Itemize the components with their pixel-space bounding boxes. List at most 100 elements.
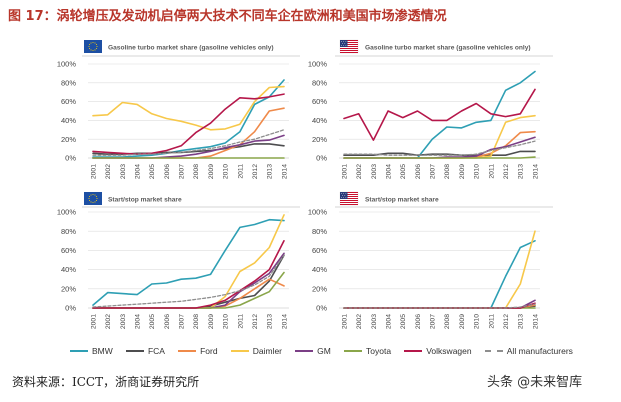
x-tick-label: 2004 bbox=[385, 314, 392, 329]
x-tick-label: 2006 bbox=[415, 314, 422, 329]
y-tick-label: 0% bbox=[316, 154, 327, 163]
y-tick-label: 80% bbox=[312, 227, 327, 236]
legend-label: Ford bbox=[200, 346, 218, 356]
x-tick-label: 2003 bbox=[120, 314, 127, 329]
legend-item-bmw: BMW bbox=[70, 346, 113, 356]
x-tick-label: 2005 bbox=[149, 314, 156, 329]
series-line-daimler bbox=[343, 114, 536, 159]
x-tick-label: 2010 bbox=[474, 314, 481, 329]
panel-title: Gasoline turbo market share (gasoline ve… bbox=[108, 45, 274, 52]
x-tick-label: 2007 bbox=[179, 314, 186, 329]
x-tick-label: 2002 bbox=[105, 314, 112, 329]
plot-area: 0% 20% 40% 60% 80% 100% 2001 2002 2003 2004 2005 20… bbox=[308, 60, 540, 179]
x-tick-label: 2006 bbox=[164, 164, 171, 179]
x-tick-label: 2011 bbox=[488, 314, 495, 329]
x-tick-label: 2001 bbox=[90, 164, 97, 179]
y-tick-label: 100% bbox=[57, 60, 77, 69]
x-tick-label: 2008 bbox=[444, 164, 451, 179]
y-tick-label: 60% bbox=[61, 246, 76, 255]
x-tick-label: 2001 bbox=[341, 314, 348, 329]
x-tick-label: 2008 bbox=[193, 164, 200, 179]
x-tick-label: 2003 bbox=[120, 164, 127, 179]
x-tick-label: 2013 bbox=[518, 164, 525, 179]
y-tick-label: 80% bbox=[61, 78, 76, 87]
x-tick-label: 2014 bbox=[532, 314, 539, 329]
x-tick-label: 2014 bbox=[281, 314, 288, 329]
plot-area: 0% 20% 40% 60% 80% 100% 2001 2002 2003 2004 2005 20… bbox=[57, 60, 289, 179]
eu-flag-icon bbox=[84, 192, 102, 205]
x-tick-label: 2012 bbox=[503, 164, 510, 179]
x-tick-label: 2008 bbox=[444, 314, 451, 329]
x-tick-label: 2003 bbox=[371, 164, 378, 179]
legend-label: All manufacturers bbox=[506, 346, 573, 356]
y-tick-label: 20% bbox=[61, 284, 76, 293]
series-line-bmw bbox=[92, 218, 285, 306]
panel-title: Start/stop market share bbox=[365, 197, 439, 204]
panel-eu-start-stop: Start/stop market share 0% 20% 40% 60% 80% 10… bbox=[57, 192, 300, 329]
x-tick-label: 2010 bbox=[223, 164, 230, 179]
series-line-all-manufacturers bbox=[343, 303, 536, 309]
series-line-volkswagen bbox=[343, 88, 536, 141]
legend-item-daimler: Daimler bbox=[230, 346, 282, 356]
x-tick-label: 2007 bbox=[179, 164, 186, 179]
x-tick-label: 2002 bbox=[356, 164, 363, 179]
legend-swatch bbox=[70, 350, 88, 352]
y-tick-label: 60% bbox=[312, 97, 327, 106]
x-tick-label: 2010 bbox=[474, 164, 481, 179]
chart-panels: Gasoline turbo market share (gasoline ve… bbox=[57, 39, 553, 329]
x-tick-label: 2004 bbox=[134, 314, 141, 329]
x-tick-label: 2011 bbox=[237, 314, 244, 329]
panel-us-gasoline-turbo: Gasoline turbo market share (gasoline ve… bbox=[308, 39, 553, 179]
us-flag-icon bbox=[339, 191, 359, 206]
y-tick-label: 60% bbox=[61, 97, 76, 106]
x-tick-label: 2011 bbox=[488, 164, 495, 179]
x-tick-label: 2004 bbox=[385, 164, 392, 179]
x-tick-label: 2014 bbox=[281, 164, 288, 179]
legend-label: Toyota bbox=[366, 346, 392, 356]
legend-swatch bbox=[230, 350, 249, 352]
series-line-toyota bbox=[92, 271, 285, 309]
y-tick-label: 0% bbox=[316, 304, 327, 313]
y-tick-label: 100% bbox=[308, 208, 328, 217]
legend-item-fca: FCA bbox=[125, 346, 165, 356]
y-tick-label: 40% bbox=[312, 265, 327, 274]
series-line-daimler bbox=[92, 85, 285, 131]
legend-item-volkswagen: Volkswagen bbox=[404, 346, 472, 356]
series-line-volkswagen bbox=[92, 240, 285, 309]
panel-eu-gasoline-turbo: Gasoline turbo market share (gasoline ve… bbox=[57, 40, 300, 179]
y-tick-label: 40% bbox=[61, 265, 76, 274]
legend-swatch bbox=[178, 350, 197, 352]
series-line-all-manufacturers bbox=[92, 254, 285, 308]
y-tick-label: 20% bbox=[61, 135, 76, 144]
x-tick-label: 2006 bbox=[415, 164, 422, 179]
y-tick-label: 40% bbox=[61, 116, 76, 125]
legend-swatch bbox=[125, 350, 144, 352]
x-tick-label: 2002 bbox=[105, 164, 112, 179]
source-note: 资料来源：ICCT，浙商证券研究所 bbox=[12, 375, 200, 389]
y-tick-label: 20% bbox=[312, 135, 327, 144]
legend-item-gm: GM bbox=[295, 346, 331, 356]
plot-area: 0% 20% 40% 60% 80% 100% 2001 2002 2003 2004 2005 20… bbox=[308, 208, 540, 329]
series-line-all-manufacturers bbox=[92, 129, 285, 156]
y-tick-label: 100% bbox=[308, 60, 328, 69]
y-tick-label: 80% bbox=[61, 227, 76, 236]
x-tick-label: 2013 bbox=[518, 314, 525, 329]
panel-title: Gasoline turbo market share (gasoline ve… bbox=[365, 45, 531, 52]
x-tick-label: 2012 bbox=[252, 314, 259, 329]
x-tick-label: 2014 bbox=[532, 164, 539, 179]
y-tick-label: 40% bbox=[312, 116, 327, 125]
x-tick-label: 2010 bbox=[223, 314, 230, 329]
legend-label: FCA bbox=[147, 346, 165, 356]
y-tick-label: 20% bbox=[312, 284, 327, 293]
y-tick-label: 0% bbox=[65, 304, 76, 313]
x-tick-label: 2001 bbox=[341, 164, 348, 179]
legend-item-toyota: Toyota bbox=[344, 346, 391, 356]
series-line-all-manufacturers bbox=[343, 140, 536, 156]
x-tick-label: 2011 bbox=[237, 164, 244, 179]
panel-us-start-stop: Start/stop market share 0% 20% 40% 60% 80% 10… bbox=[308, 191, 553, 329]
y-tick-label: 100% bbox=[57, 208, 77, 217]
series-line-volkswagen bbox=[92, 93, 285, 155]
x-tick-label: 2004 bbox=[134, 164, 141, 179]
x-tick-label: 2009 bbox=[208, 164, 215, 179]
